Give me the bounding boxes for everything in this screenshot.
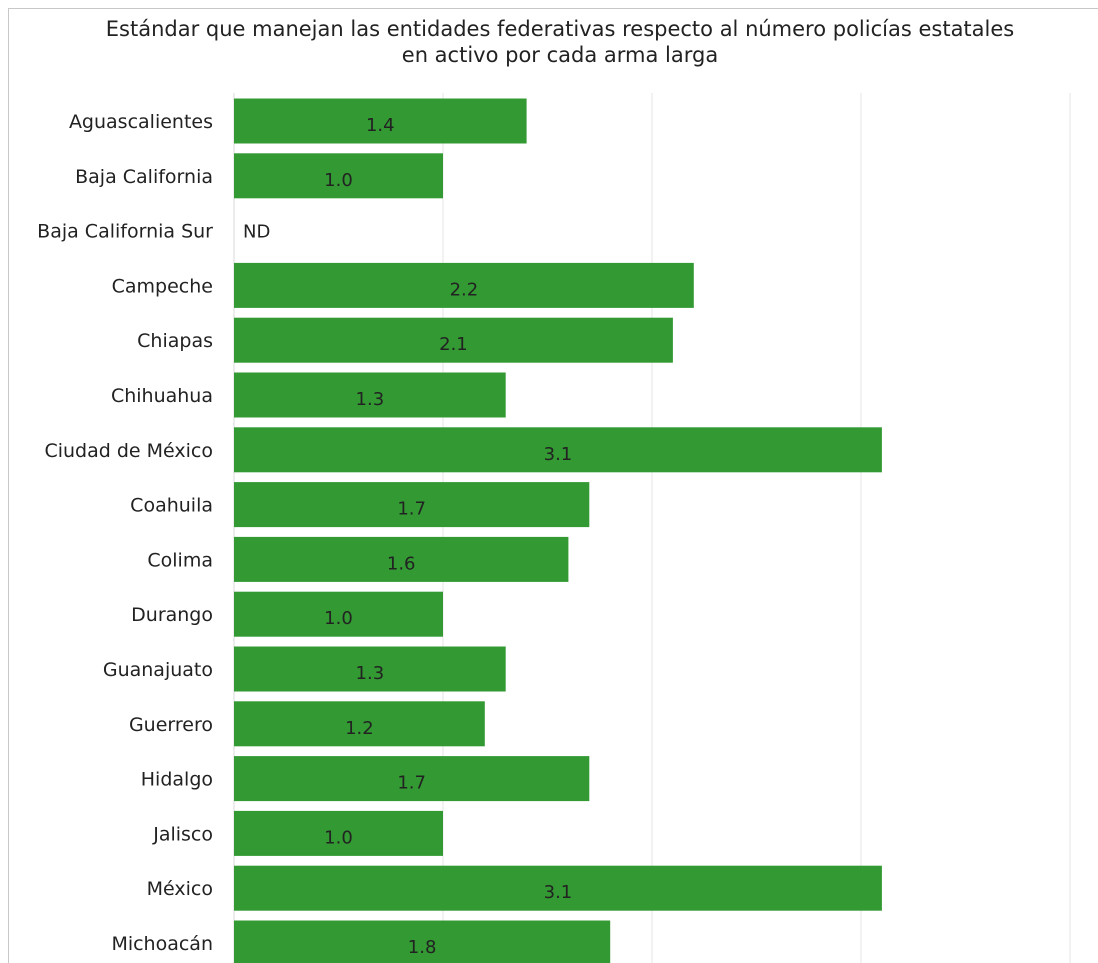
data-label: ND — [243, 222, 270, 243]
data-label: 1.7 — [397, 773, 426, 794]
category-label: Chihuahua — [111, 385, 213, 407]
data-label: 1.3 — [356, 663, 385, 684]
chart-title: Estándar que manejan las entidades feder… — [105, 17, 1015, 67]
bar — [234, 591, 443, 637]
data-label: 1.0 — [324, 170, 353, 191]
bar — [234, 372, 506, 418]
category-label: Guerrero — [129, 714, 213, 736]
bar — [234, 810, 443, 856]
bar — [234, 920, 611, 963]
data-label: 3.1 — [544, 444, 573, 465]
data-label: 1.0 — [324, 827, 353, 848]
bar — [234, 701, 485, 747]
category-label: Campeche — [112, 275, 213, 297]
data-label: 1.2 — [345, 718, 374, 739]
category-label: Baja California — [75, 166, 213, 188]
category-label: Hidalgo — [141, 769, 213, 791]
chart-frame — [8, 8, 1098, 963]
data-label: 1.8 — [408, 937, 437, 958]
bar — [234, 262, 694, 308]
category-label: Guanajuato — [103, 659, 213, 681]
data-label: 3.1 — [544, 882, 573, 903]
category-label: Ciudad de México — [44, 440, 213, 462]
bar — [234, 646, 506, 692]
data-label: 1.3 — [356, 389, 385, 410]
category-label: Baja California Sur — [37, 221, 213, 243]
category-label: Jalisco — [152, 823, 213, 845]
data-label: 2.1 — [439, 334, 468, 355]
category-label: Coahuila — [130, 495, 213, 517]
data-label: 1.4 — [366, 115, 395, 136]
data-label: 1.6 — [387, 553, 416, 574]
category-label: Chiapas — [137, 330, 213, 352]
bar — [234, 756, 590, 802]
category-label: Colima — [147, 549, 213, 571]
bar — [234, 153, 443, 199]
bar — [234, 317, 673, 363]
category-label: Durango — [131, 604, 213, 626]
data-label: 1.7 — [397, 499, 426, 520]
bar — [234, 482, 590, 528]
category-label: México — [147, 878, 213, 900]
data-label: 2.2 — [450, 279, 479, 300]
bar — [234, 98, 527, 144]
bar — [234, 865, 882, 911]
bar — [234, 427, 882, 473]
bar — [234, 536, 569, 582]
data-label: 1.0 — [324, 608, 353, 629]
category-label: Aguascalientes — [69, 111, 213, 133]
category-label: Michoacán — [111, 933, 213, 955]
